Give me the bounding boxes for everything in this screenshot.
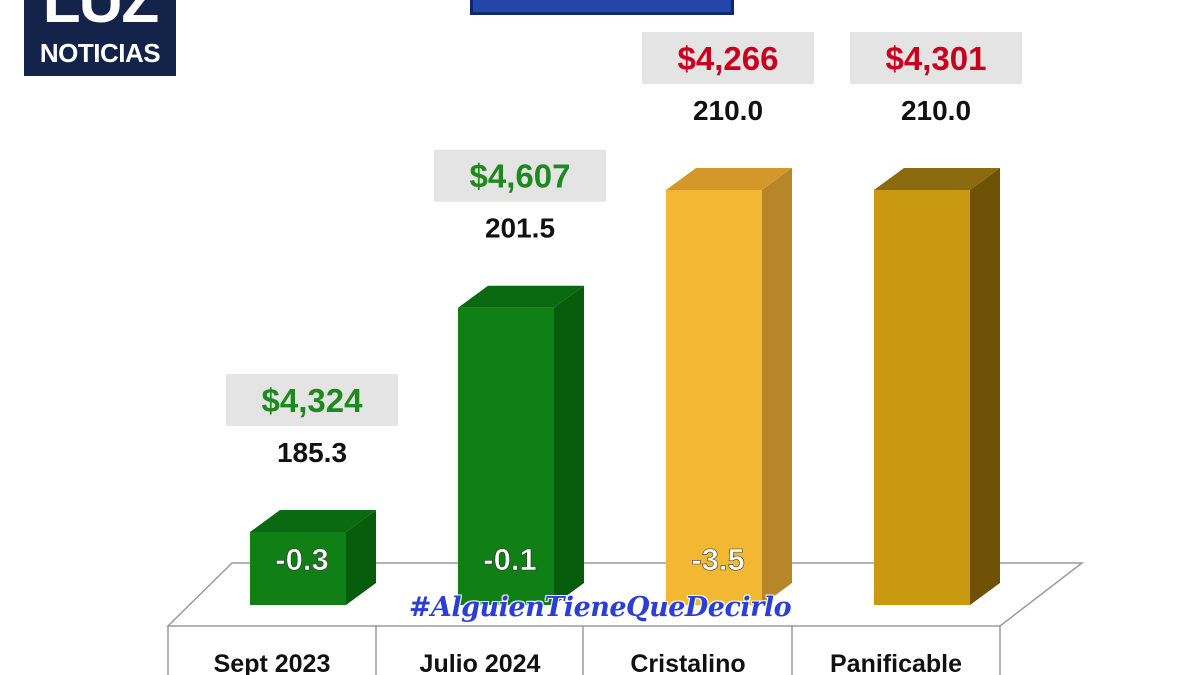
bar [874, 190, 970, 605]
chart-labels: 185.3 $4,324 -0.3 Sept 2023 201.5 $4,607 -0.1 J… [214, 32, 1022, 675]
title-banner [470, 0, 734, 15]
bar-side [554, 285, 584, 605]
change-label: -0.3 [275, 542, 328, 577]
bar-top [666, 168, 792, 190]
category-label: Julio 2024 [420, 650, 541, 675]
bar-value-label: 185.3 [277, 437, 347, 468]
bar [666, 190, 762, 605]
price-box [434, 149, 606, 202]
bar-value-label: 210.0 [901, 95, 971, 126]
price-box [850, 32, 1022, 84]
bar [458, 307, 554, 605]
category-label: Cristalino [630, 650, 745, 675]
bar-value-label: 201.5 [485, 213, 555, 244]
price-box [226, 374, 398, 426]
bar-side [346, 510, 376, 605]
luz-noticias-logo: LUZ NOTICIAS [24, 0, 176, 76]
change-label: -3.5 [691, 542, 744, 577]
price-label: $4,324 [262, 382, 364, 419]
bar-group-1 [250, 510, 376, 605]
chart-floor [166, 562, 1085, 675]
bar-top [458, 285, 584, 308]
change-label: -0.1 [483, 542, 536, 577]
price-label: $4,607 [470, 158, 571, 195]
bar-group-4 [874, 168, 1000, 605]
price-box [642, 32, 814, 84]
bar-side [762, 168, 792, 605]
bar-side [970, 168, 1000, 605]
hashtag-watermark: #AlguienTieneQueDecirlo [408, 592, 792, 623]
bar-value-label: 210.0 [693, 95, 763, 126]
bar-top [874, 168, 1000, 190]
logo-luz-text: LUZ [42, 0, 160, 36]
logo-noticias-text: NOTICIAS [39, 38, 161, 68]
bar [250, 532, 346, 605]
bar-group-2 [458, 285, 584, 605]
bar-group-3 [666, 168, 792, 605]
floor-plane [166, 562, 1085, 627]
price-label: $4,266 [678, 40, 779, 77]
price-label: $4,301 [886, 40, 987, 77]
category-label: Panificable [830, 650, 962, 675]
chart-bars [250, 168, 1000, 605]
category-label: Sept 2023 [214, 650, 331, 675]
bar-top [250, 510, 376, 532]
